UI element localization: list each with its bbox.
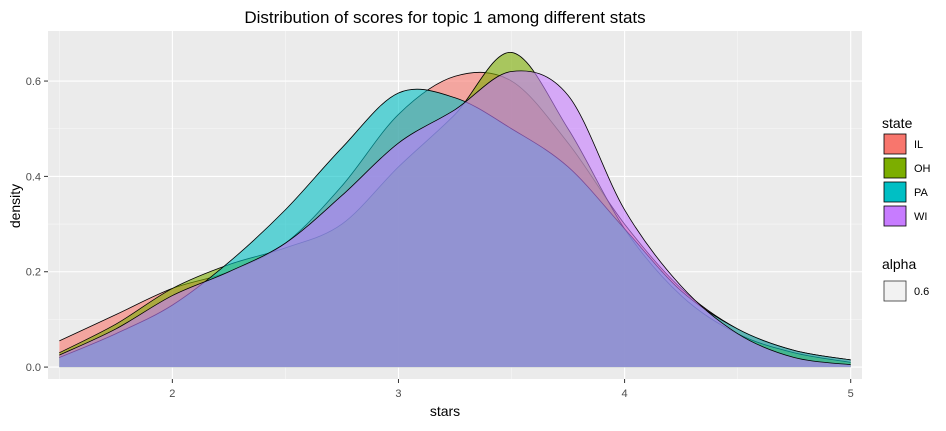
legend: state IL OH PA WI alpha 0.6 bbox=[882, 115, 931, 302]
alpha-legend-label: 0.6 bbox=[914, 286, 929, 298]
density-areas bbox=[59, 52, 851, 368]
alpha-legend-key bbox=[883, 280, 907, 302]
alpha-legend-title: alpha bbox=[882, 256, 916, 272]
y-tick-label: 0.2 bbox=[26, 267, 41, 279]
y-tick-label: 0.0 bbox=[26, 362, 41, 374]
axis-ticks: 2 3 4 5 0.0 0.2 0.4 0.6 bbox=[26, 76, 854, 400]
legend-key-oh bbox=[883, 157, 907, 179]
x-tick-label: 5 bbox=[848, 388, 854, 400]
y-tick-label: 0.4 bbox=[26, 171, 41, 183]
legend-title: state bbox=[882, 115, 913, 131]
legend-label-oh: OH bbox=[914, 163, 931, 175]
legend-key-wi bbox=[883, 205, 907, 227]
x-axis-title: stars bbox=[430, 403, 460, 419]
x-tick-label: 3 bbox=[395, 388, 401, 400]
chart-title: Distribution of scores for topic 1 among… bbox=[244, 8, 645, 27]
legend-key-il bbox=[883, 133, 907, 155]
legend-label-wi: WI bbox=[914, 211, 927, 223]
x-tick-label: 4 bbox=[622, 388, 628, 400]
legend-label-il: IL bbox=[914, 139, 923, 151]
legend-label-pa: PA bbox=[914, 187, 929, 199]
density-outline-wi bbox=[59, 70, 851, 366]
y-axis-title: density bbox=[7, 184, 23, 228]
density-area-wi bbox=[59, 70, 851, 368]
y-tick-label: 0.6 bbox=[26, 76, 41, 88]
legend-items: IL OH PA WI bbox=[883, 133, 931, 227]
legend-key-pa bbox=[883, 181, 907, 203]
x-tick-label: 2 bbox=[169, 388, 175, 400]
